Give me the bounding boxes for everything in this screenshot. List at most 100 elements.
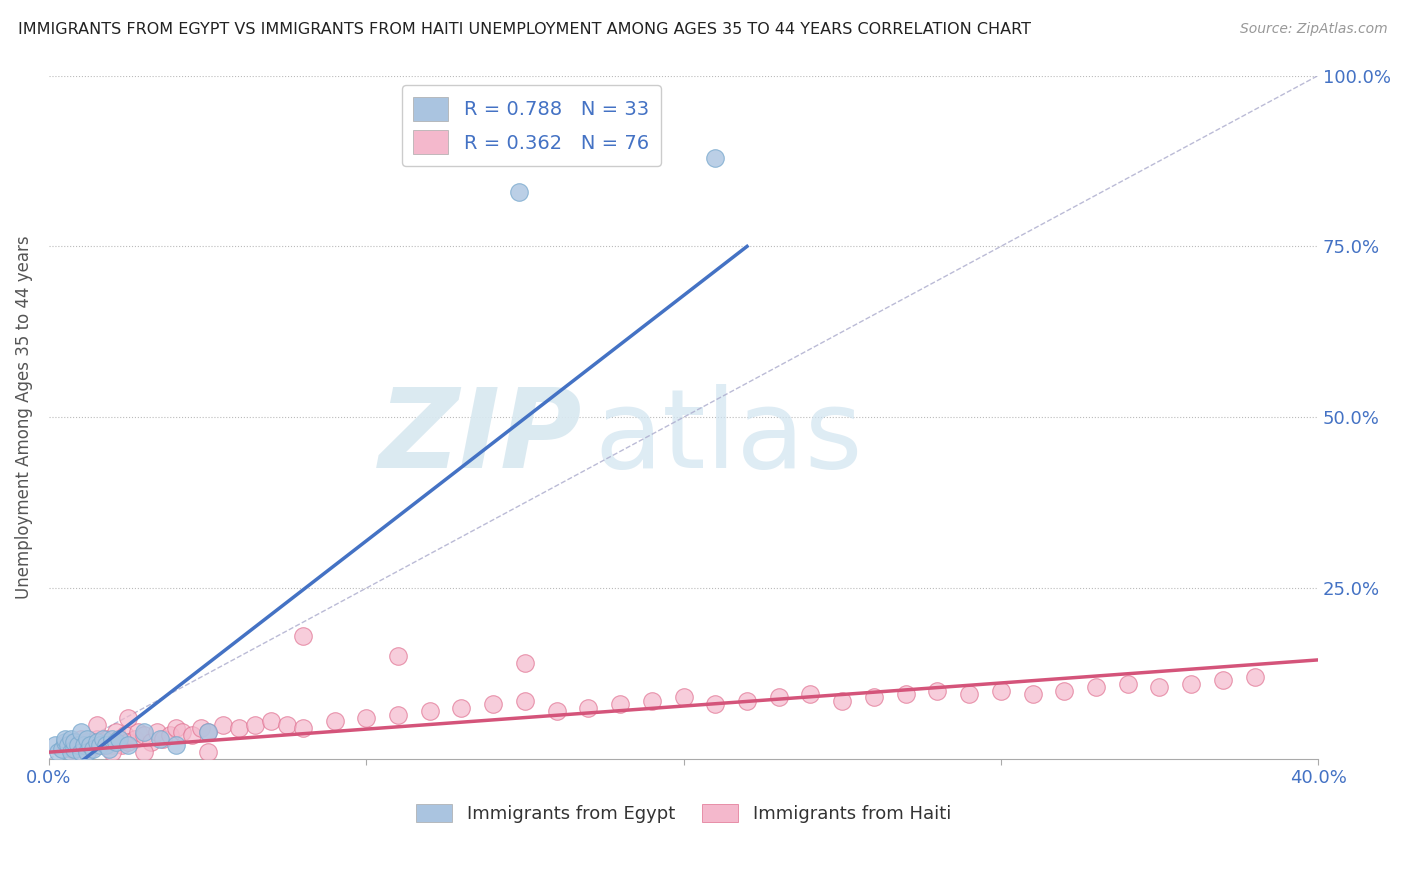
Point xyxy=(546,704,568,718)
Point xyxy=(387,649,409,664)
Point xyxy=(104,735,127,749)
Point xyxy=(69,724,91,739)
Point xyxy=(76,745,98,759)
Point xyxy=(51,741,73,756)
Point xyxy=(94,739,117,753)
Point xyxy=(149,731,172,746)
Point xyxy=(152,731,174,746)
Point xyxy=(134,724,156,739)
Point xyxy=(53,731,76,746)
Point xyxy=(190,721,212,735)
Point xyxy=(63,735,86,749)
Point xyxy=(139,735,162,749)
Point xyxy=(63,735,86,749)
Point xyxy=(111,739,134,753)
Point xyxy=(82,741,104,756)
Point xyxy=(91,731,114,746)
Point xyxy=(101,745,124,759)
Text: atlas: atlas xyxy=(595,384,863,491)
Text: ZIP: ZIP xyxy=(378,384,582,491)
Point xyxy=(159,728,181,742)
Point xyxy=(197,724,219,739)
Point xyxy=(44,739,66,753)
Point xyxy=(197,724,219,739)
Point xyxy=(91,739,114,753)
Point xyxy=(831,694,853,708)
Point xyxy=(291,721,314,735)
Point xyxy=(82,739,104,753)
Point xyxy=(1021,687,1043,701)
Point xyxy=(212,718,235,732)
Point xyxy=(134,745,156,759)
Point xyxy=(508,185,530,199)
Point xyxy=(1116,677,1139,691)
Point xyxy=(56,739,79,753)
Point xyxy=(1053,683,1076,698)
Point xyxy=(66,739,89,753)
Point xyxy=(104,724,127,739)
Point xyxy=(927,683,949,698)
Point xyxy=(127,724,149,739)
Text: Source: ZipAtlas.com: Source: ZipAtlas.com xyxy=(1240,22,1388,37)
Point xyxy=(89,735,111,749)
Point xyxy=(134,728,156,742)
Point xyxy=(117,735,139,749)
Point xyxy=(704,151,727,165)
Point xyxy=(894,687,917,701)
Point xyxy=(76,731,98,746)
Point xyxy=(450,700,472,714)
Point xyxy=(73,739,96,753)
Point xyxy=(63,741,86,756)
Point xyxy=(117,739,139,753)
Point xyxy=(73,739,96,753)
Point xyxy=(146,724,169,739)
Point xyxy=(387,707,409,722)
Point xyxy=(79,741,101,756)
Point xyxy=(1085,680,1108,694)
Point xyxy=(69,745,91,759)
Point xyxy=(799,687,821,701)
Point xyxy=(1180,677,1202,691)
Point xyxy=(114,728,136,742)
Point xyxy=(107,731,129,746)
Point xyxy=(165,721,187,735)
Point xyxy=(323,714,346,729)
Point xyxy=(94,731,117,746)
Point xyxy=(990,683,1012,698)
Point xyxy=(107,731,129,746)
Point xyxy=(276,718,298,732)
Point xyxy=(1149,680,1171,694)
Point xyxy=(356,711,378,725)
Point xyxy=(513,694,536,708)
Point xyxy=(86,718,108,732)
Point xyxy=(98,735,121,749)
Point xyxy=(180,728,202,742)
Point xyxy=(117,711,139,725)
Point xyxy=(672,690,695,705)
Point xyxy=(60,741,83,756)
Point xyxy=(86,731,108,746)
Point xyxy=(48,745,70,759)
Point xyxy=(124,731,146,746)
Point xyxy=(609,698,631,712)
Point xyxy=(482,698,505,712)
Point xyxy=(197,745,219,759)
Point xyxy=(1243,670,1265,684)
Point xyxy=(260,714,283,729)
Point xyxy=(101,739,124,753)
Point xyxy=(69,731,91,746)
Point xyxy=(53,739,76,753)
Point xyxy=(60,731,83,746)
Point xyxy=(89,739,111,753)
Point xyxy=(641,694,664,708)
Point xyxy=(60,745,83,759)
Point xyxy=(957,687,980,701)
Point xyxy=(98,741,121,756)
Point xyxy=(165,739,187,753)
Point xyxy=(291,629,314,643)
Point xyxy=(228,721,250,735)
Point xyxy=(86,735,108,749)
Legend: Immigrants from Egypt, Immigrants from Haiti: Immigrants from Egypt, Immigrants from H… xyxy=(408,795,960,832)
Point xyxy=(101,731,124,746)
Point xyxy=(79,739,101,753)
